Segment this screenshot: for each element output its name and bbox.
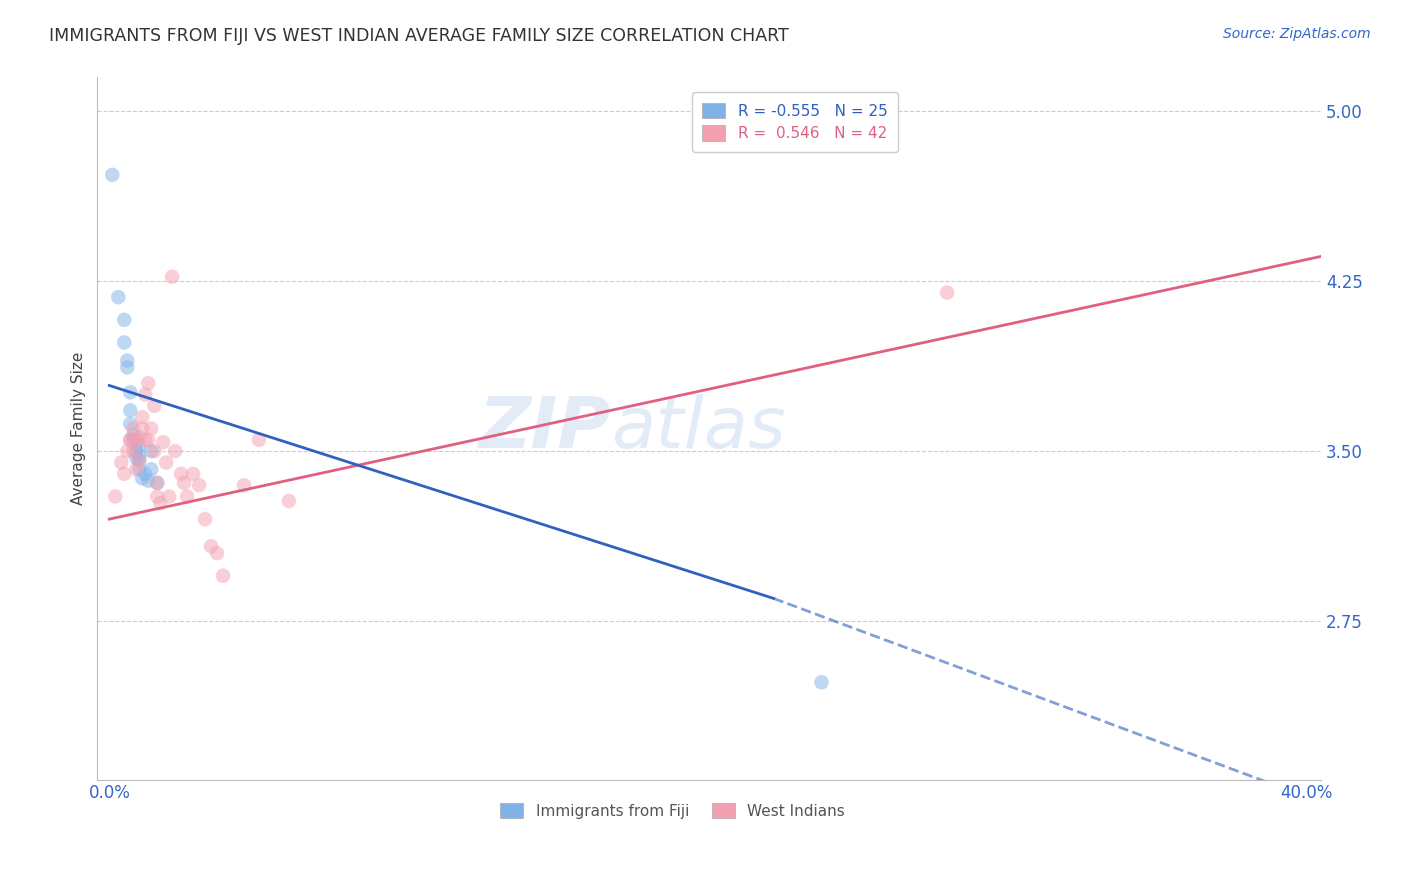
Point [277, 494, 299, 508]
Point [122, 444, 145, 458]
Point [117, 444, 139, 458]
Point [205, 546, 228, 560]
Point [112, 313, 135, 327]
Point [810, 675, 832, 690]
Point [173, 475, 195, 490]
Point [141, 421, 163, 435]
Point [134, 433, 156, 447]
Y-axis label: Average Family Size: Average Family Size [72, 351, 86, 505]
Point [176, 490, 198, 504]
Point [128, 453, 150, 467]
Point [112, 335, 135, 350]
Legend: Immigrants from Fiji, West Indians: Immigrants from Fiji, West Indians [495, 797, 851, 824]
Point [122, 421, 145, 435]
Point [936, 285, 959, 300]
Point [136, 376, 159, 391]
Point [181, 467, 204, 481]
Point [131, 410, 153, 425]
Point [110, 455, 132, 469]
Point [141, 462, 163, 476]
Point [125, 450, 148, 465]
Point [125, 444, 148, 458]
Point [165, 444, 187, 458]
Point [128, 462, 150, 476]
Point [146, 490, 169, 504]
Point [128, 449, 150, 463]
Point [141, 444, 163, 458]
Point [157, 490, 180, 504]
Point [152, 435, 174, 450]
Point [120, 433, 142, 447]
Point [194, 512, 217, 526]
Point [146, 475, 169, 490]
Point [120, 433, 142, 447]
Point [128, 453, 150, 467]
Point [143, 444, 166, 458]
Point [128, 440, 150, 454]
Point [212, 568, 235, 582]
Point [160, 269, 183, 284]
Point [170, 467, 193, 481]
Point [122, 428, 145, 442]
Point [125, 437, 148, 451]
Text: ZIP: ZIP [479, 394, 612, 463]
Point [149, 496, 172, 510]
Point [125, 462, 148, 476]
Point [233, 478, 256, 492]
Point [136, 474, 159, 488]
Point [122, 433, 145, 447]
Point [155, 455, 177, 469]
Point [131, 471, 153, 485]
Point [146, 475, 169, 490]
Point [117, 360, 139, 375]
Point [134, 467, 156, 481]
Text: IMMIGRANTS FROM FIJI VS WEST INDIAN AVERAGE FAMILY SIZE CORRELATION CHART: IMMIGRANTS FROM FIJI VS WEST INDIAN AVER… [49, 27, 789, 45]
Point [188, 478, 211, 492]
Point [107, 290, 129, 304]
Point [120, 417, 142, 431]
Point [104, 490, 127, 504]
Point [200, 539, 222, 553]
Point [117, 353, 139, 368]
Point [136, 433, 159, 447]
Point [101, 168, 124, 182]
Point [143, 399, 166, 413]
Point [120, 403, 142, 417]
Point [247, 433, 270, 447]
Point [131, 421, 153, 435]
Point [120, 385, 142, 400]
Point [112, 467, 135, 481]
Text: atlas: atlas [612, 394, 786, 463]
Point [125, 433, 148, 447]
Text: Source: ZipAtlas.com: Source: ZipAtlas.com [1223, 27, 1371, 41]
Point [128, 431, 150, 445]
Point [134, 387, 156, 401]
